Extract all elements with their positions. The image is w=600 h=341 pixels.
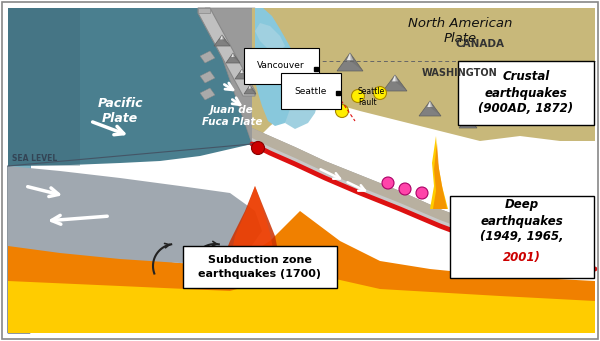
Polygon shape — [427, 101, 433, 107]
Polygon shape — [8, 8, 80, 166]
Polygon shape — [430, 101, 441, 116]
Circle shape — [382, 177, 394, 189]
Polygon shape — [242, 69, 249, 79]
Text: SEA LEVEL: SEA LEVEL — [12, 154, 57, 163]
Text: Seattle: Seattle — [295, 87, 327, 95]
Circle shape — [373, 87, 386, 100]
Polygon shape — [8, 166, 30, 333]
Polygon shape — [350, 53, 363, 71]
Circle shape — [335, 104, 349, 118]
Polygon shape — [248, 85, 251, 89]
Polygon shape — [252, 8, 595, 144]
FancyBboxPatch shape — [458, 61, 594, 125]
Text: WASHINGTON: WASHINGTON — [422, 68, 498, 78]
Circle shape — [399, 183, 411, 195]
Polygon shape — [198, 8, 210, 13]
Polygon shape — [200, 51, 215, 63]
Polygon shape — [8, 211, 595, 311]
Text: Pacific
Plate: Pacific Plate — [97, 97, 143, 125]
Polygon shape — [8, 271, 595, 311]
Polygon shape — [252, 138, 595, 273]
Text: Vancouver: Vancouver — [257, 61, 305, 71]
Polygon shape — [240, 69, 244, 73]
Polygon shape — [383, 75, 407, 91]
Polygon shape — [430, 136, 448, 209]
Polygon shape — [255, 8, 302, 126]
Text: North American
Plate: North American Plate — [408, 17, 512, 45]
Polygon shape — [200, 71, 215, 83]
Polygon shape — [233, 53, 240, 63]
Polygon shape — [8, 8, 30, 178]
Text: Crustal
earthquakes: Crustal earthquakes — [485, 70, 568, 100]
Polygon shape — [488, 112, 496, 123]
Polygon shape — [419, 101, 441, 116]
Polygon shape — [459, 116, 477, 128]
Polygon shape — [395, 75, 407, 91]
Polygon shape — [200, 88, 215, 100]
Polygon shape — [252, 128, 595, 273]
FancyBboxPatch shape — [450, 196, 594, 278]
Text: Deep
earthquakes: Deep earthquakes — [481, 198, 563, 228]
Text: (1949, 1965,: (1949, 1965, — [480, 229, 564, 242]
Polygon shape — [285, 83, 318, 129]
Polygon shape — [255, 23, 285, 53]
Polygon shape — [226, 53, 240, 63]
Circle shape — [416, 187, 428, 199]
Polygon shape — [231, 53, 235, 57]
Polygon shape — [252, 128, 595, 273]
Polygon shape — [8, 311, 595, 333]
Circle shape — [304, 73, 317, 86]
Text: Seattle
Fault: Seattle Fault — [358, 87, 385, 107]
Polygon shape — [230, 186, 275, 269]
Polygon shape — [205, 8, 260, 144]
FancyBboxPatch shape — [183, 246, 337, 288]
Polygon shape — [244, 85, 256, 94]
Text: 2001): 2001) — [503, 251, 541, 264]
Polygon shape — [220, 186, 280, 271]
Circle shape — [281, 49, 295, 63]
Text: (900AD, 1872): (900AD, 1872) — [478, 103, 574, 116]
Polygon shape — [222, 35, 230, 46]
Text: CANADA: CANADA — [455, 39, 505, 49]
Polygon shape — [8, 166, 262, 263]
Circle shape — [251, 142, 265, 154]
Polygon shape — [8, 8, 252, 166]
Polygon shape — [337, 53, 363, 71]
Polygon shape — [198, 8, 255, 96]
Polygon shape — [468, 116, 477, 128]
Polygon shape — [214, 35, 230, 46]
Polygon shape — [220, 35, 224, 40]
Polygon shape — [235, 69, 249, 79]
Polygon shape — [392, 75, 398, 81]
Polygon shape — [466, 116, 470, 121]
Polygon shape — [433, 143, 447, 209]
Polygon shape — [480, 112, 496, 123]
Polygon shape — [250, 85, 256, 94]
Text: Subduction zone
earthquakes (1700): Subduction zone earthquakes (1700) — [199, 255, 322, 279]
Polygon shape — [486, 112, 490, 116]
Circle shape — [352, 89, 365, 103]
Polygon shape — [347, 53, 353, 60]
Text: Juan de
Fuca Plate: Juan de Fuca Plate — [202, 105, 262, 127]
